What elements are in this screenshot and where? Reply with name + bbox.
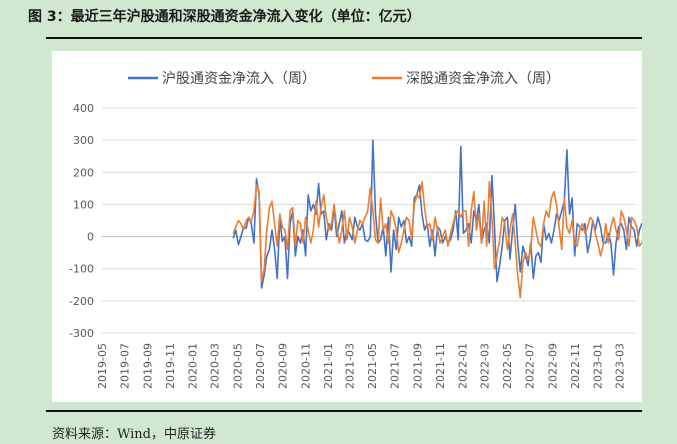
x-tick-label: 2020-11	[299, 343, 312, 389]
bottom-rule	[46, 410, 642, 412]
x-tick-label: 2021-11	[434, 343, 447, 389]
series-line-2	[232, 181, 642, 299]
x-tick-label: 2022-05	[501, 343, 514, 389]
x-tick-label: 2023-03	[613, 343, 626, 389]
figure-title: 图 3：最近三年沪股通和深股通资金净流入变化（单位：亿元）	[28, 9, 421, 25]
source-note: 资料来源：Wind，中原证券	[52, 427, 216, 442]
x-tick-label: 2019-05	[96, 343, 109, 389]
y-tick-label: -200	[69, 295, 94, 308]
x-tick-label: 2020-09	[277, 343, 290, 389]
y-tick-label: -100	[69, 263, 94, 276]
x-tick-label: 2021-03	[344, 343, 357, 389]
x-tick-label: 2022-03	[478, 343, 491, 389]
y-tick-label: 100	[73, 198, 94, 211]
x-tick-label: 2022-07	[524, 343, 537, 389]
y-tick-label: 400	[73, 102, 94, 115]
y-tick-label: -300	[69, 327, 94, 340]
x-tick-label: 2019-11	[164, 343, 177, 389]
legend-label-series-2: 深股通资金净流入（周）	[406, 71, 560, 87]
x-tick-label: 2022-11	[569, 343, 582, 389]
legend-label-series-1: 沪股通资金净流入（周）	[162, 71, 316, 87]
line-chart: 400 300 200 100 0 -100 -200 -300 2019-05 2019-07…	[69, 71, 642, 389]
series-lines	[232, 139, 642, 299]
y-tick-label: 0	[87, 231, 94, 244]
top-rule	[46, 37, 642, 39]
y-tick-label: 200	[73, 166, 94, 179]
chart-panel: 400 300 200 100 0 -100 -200 -300 2019-05 2019-07…	[52, 51, 642, 402]
x-tick-label: 2020-03	[209, 343, 222, 389]
x-tick-label: 2019-07	[119, 343, 132, 389]
legend: 沪股通资金净流入（周） 深股通资金净流入（周）	[128, 71, 560, 87]
gridlines	[102, 107, 636, 334]
x-tick-label: 2021-09	[412, 343, 425, 389]
y-axis-ticks: 400 300 200 100 0 -100 -200 -300	[69, 102, 94, 340]
x-tick-label: 2020-07	[254, 343, 267, 389]
series-line-1	[232, 139, 642, 289]
x-tick-label: 2020-05	[231, 343, 244, 389]
x-tick-label: 2022-01	[457, 343, 470, 389]
x-tick-label: 2021-01	[322, 343, 335, 389]
x-axis-ticks: 2019-05 2019-07 2019-09 2019-11 2020-01 2020-…	[96, 343, 626, 389]
x-tick-label: 2023-01	[592, 343, 605, 389]
x-tick-label: 2021-05	[366, 343, 379, 389]
y-tick-label: 300	[73, 134, 94, 147]
x-tick-label: 2022-09	[546, 343, 559, 389]
x-tick-label: 2021-07	[389, 343, 402, 389]
x-tick-label: 2019-09	[141, 343, 154, 389]
x-tick-label: 2020-01	[187, 343, 200, 389]
